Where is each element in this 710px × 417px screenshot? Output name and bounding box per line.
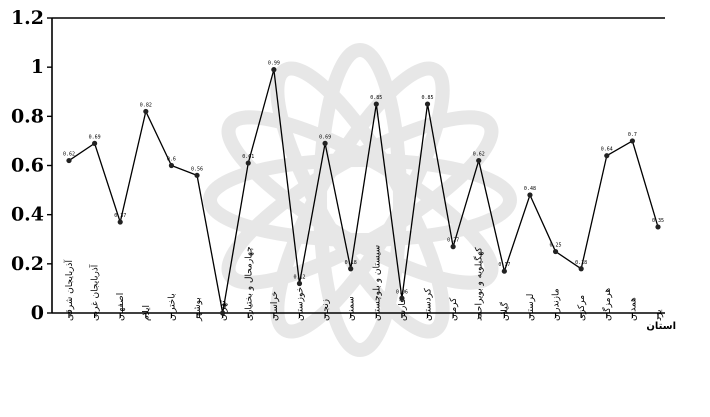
y-tick-label: 0 [31, 302, 44, 324]
data-point [399, 295, 405, 301]
data-point [501, 268, 507, 274]
data-point [220, 310, 226, 316]
x-ticks: آذربایجان شرقی آذربایجان غربی اصفهان ایلام ب… [63, 245, 664, 322]
y-tick-label: 1 [31, 56, 44, 78]
data-label: 0.99 [268, 61, 280, 67]
data-label: 0.18 [345, 260, 357, 266]
data-label: 0.64 [601, 147, 613, 153]
data-label: 0.25 [550, 243, 562, 249]
data-label: 0.56 [191, 166, 203, 172]
x-tick-label: خراسان [270, 291, 280, 321]
x-tick-label: بوشهر [193, 297, 203, 322]
data-label: 0.35 [652, 218, 664, 224]
data-label: 0.61 [242, 154, 254, 160]
y-tick-label: 0.2 [11, 253, 44, 275]
y-tick-label: 0.8 [11, 105, 44, 127]
data-point [348, 266, 354, 272]
x-tick-label: سمنان [347, 296, 357, 321]
data-point [322, 140, 328, 146]
x-tick-label: باختران [167, 293, 177, 321]
data-point [117, 219, 123, 225]
x-tick-label: لرستان [526, 294, 536, 321]
x-tick-label: گیلان [498, 301, 510, 321]
data-label: 0.06 [396, 289, 408, 295]
data-label: 0.27 [447, 238, 459, 244]
data-point [604, 153, 610, 159]
x-tick-label: کرمان [449, 297, 459, 321]
data-point [194, 172, 200, 178]
data-point [424, 101, 431, 107]
y-tick-label: 1.2 [11, 7, 44, 29]
x-axis-title: استان [646, 321, 676, 332]
y-tick-label: 0.4 [11, 204, 44, 226]
data-label: 0.18 [575, 260, 587, 266]
x-tick-label: یزد [654, 309, 664, 321]
x-tick-label: فارس [398, 299, 408, 321]
data-point [92, 140, 98, 146]
data-label: 0.69 [89, 134, 101, 140]
data-label: 0.6 [167, 157, 176, 163]
x-tick-label: مرکزی [577, 295, 587, 321]
x-tick-label: سیستان و بلوچستان [372, 245, 382, 321]
data-point [578, 266, 584, 272]
x-tick-label: زنجان [321, 299, 331, 321]
data-point [66, 157, 72, 164]
data-label: 0.62 [473, 152, 485, 158]
data-point [271, 67, 277, 73]
x-tick-label: کهگیلویه و بویراحمد [473, 247, 485, 321]
data-label: 0.69 [319, 134, 331, 140]
data-point [552, 248, 559, 255]
y-tick-label: 0.6 [11, 155, 44, 177]
data-point [527, 192, 533, 198]
x-tick-label: مازندران [552, 288, 562, 321]
data-label: 0.12 [293, 275, 305, 281]
data-point [450, 244, 456, 250]
x-tick-label: اصفهان [116, 293, 126, 321]
data-point [168, 162, 175, 169]
data-label: 0.17 [498, 262, 510, 268]
data-point [655, 224, 661, 230]
data-point [476, 157, 482, 164]
x-tick-label: همدان [628, 297, 638, 321]
x-tick-label: ایلام [142, 305, 152, 321]
data-point [629, 138, 635, 144]
series-group: 0.62 0.69 0.37 0.82 0.6 0.56 0 0.61 0.99 0.12 0.69… [63, 61, 664, 316]
x-tick-label: کردستان [424, 287, 434, 321]
data-label: 0.62 [63, 152, 75, 158]
x-tick-label: آذربایجان شرقی [63, 260, 75, 321]
data-label: 0.37 [114, 213, 126, 219]
data-label: 0.7 [628, 132, 637, 138]
watermark [203, 43, 517, 357]
x-tick-label: هرمزگان [601, 288, 613, 321]
data-point [245, 160, 251, 166]
data-label: 0.48 [524, 186, 536, 192]
data-point [143, 108, 149, 115]
data-label: 0.82 [140, 102, 152, 108]
x-tick-label: چهارمحال و بختیاری [244, 246, 254, 321]
series-line [68, 69, 659, 314]
data-point [296, 280, 303, 287]
data-point [373, 101, 379, 107]
data-label: 0.85 [370, 95, 382, 101]
y-ticks: 0 0.2 0.4 0.6 0.8 1 1.2 [11, 7, 52, 324]
data-label: 0 [221, 304, 224, 310]
data-label: 0.85 [421, 95, 433, 101]
x-tick-label: خوزستان [295, 287, 305, 321]
x-tick-label: آذربایجان غربی [89, 264, 101, 321]
